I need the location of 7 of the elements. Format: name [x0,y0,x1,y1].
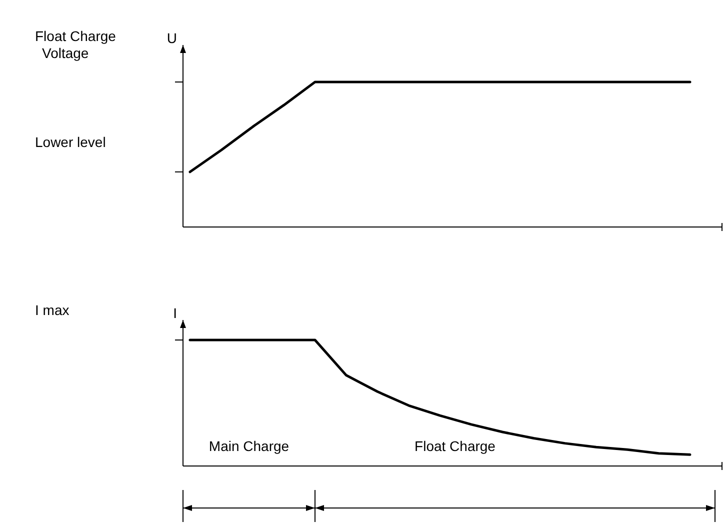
text: Lower level [35,134,106,150]
text: Float Charge Voltage [35,28,116,61]
annotation: Main Charge [208,438,290,454]
annotation: Float Charge [414,438,496,454]
text: I max [35,302,70,318]
y-axis-title: I [173,305,177,321]
y-axis-title: U [166,30,177,46]
